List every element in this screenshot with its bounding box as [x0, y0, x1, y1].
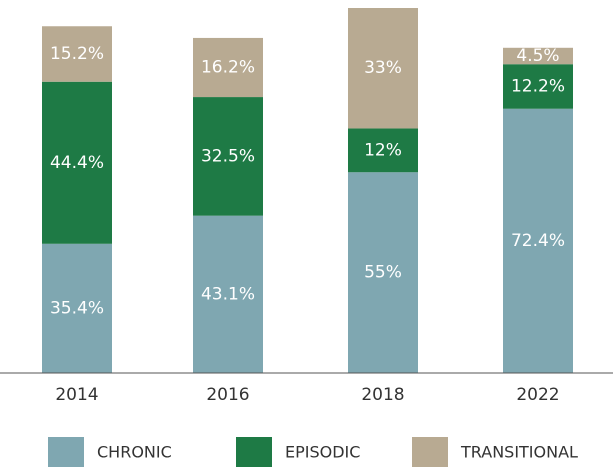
- bar-segment: [42, 26, 112, 82]
- bar-segment: [42, 81, 112, 244]
- legend-swatch: [48, 437, 84, 467]
- bar-segment: [193, 37, 263, 98]
- value-label: 35.4%: [50, 298, 104, 318]
- legend-label: CHRONIC: [97, 443, 172, 462]
- value-label: 15.2%: [50, 44, 104, 64]
- legend-label: TRANSITIONAL: [460, 443, 578, 462]
- value-label: 32.5%: [201, 146, 255, 166]
- bar-segment: [503, 47, 573, 65]
- bar-segment: [193, 215, 263, 373]
- legend-swatch: [236, 437, 272, 467]
- value-label: 55%: [364, 263, 402, 283]
- bar-segment: [503, 108, 573, 374]
- value-label: 12%: [364, 140, 402, 160]
- value-label: 33%: [364, 58, 402, 78]
- x-tick-label: 2014: [55, 385, 98, 405]
- value-label: 12.2%: [511, 76, 565, 96]
- legend-label: EPISODIC: [285, 443, 360, 462]
- bar-segment: [193, 97, 263, 216]
- bar-segment: [503, 64, 573, 109]
- bar-segment: [348, 172, 418, 373]
- x-tick-label: 2022: [516, 385, 559, 405]
- value-label: 16.2%: [201, 57, 255, 77]
- bar-segment: [348, 8, 418, 129]
- bar-segment: [348, 128, 418, 173]
- value-label: 72.4%: [511, 231, 565, 251]
- legend-swatch: [412, 437, 448, 467]
- x-tick-label: 2018: [361, 385, 404, 405]
- bar-segment: [42, 243, 112, 373]
- value-label: 4.5%: [516, 46, 559, 66]
- value-label: 43.1%: [201, 284, 255, 304]
- x-tick-label: 2016: [206, 385, 249, 405]
- value-label: 44.4%: [50, 153, 104, 173]
